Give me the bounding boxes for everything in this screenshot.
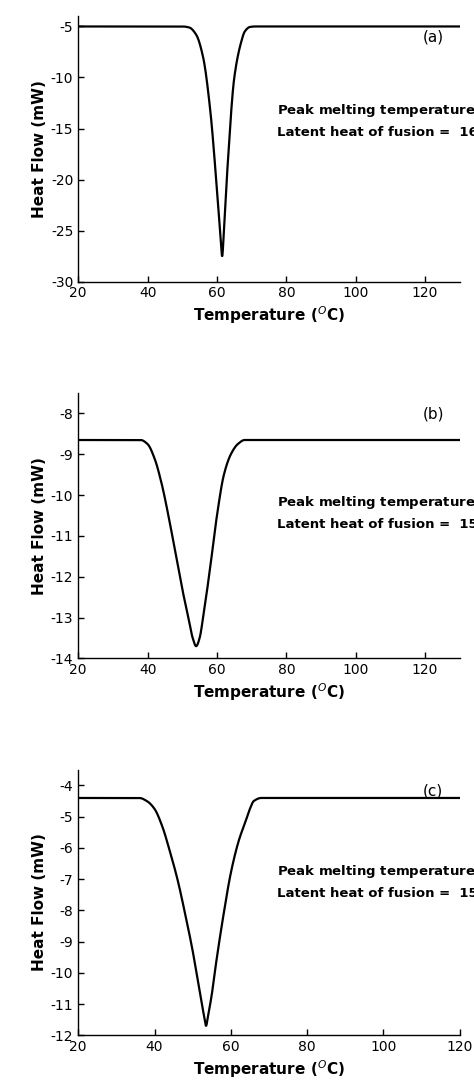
Text: (a): (a): [422, 29, 444, 44]
Text: (b): (b): [422, 406, 444, 422]
Text: Peak melting temperature = 53.5 $^O$C
Latent heat of fusion =  155 J/g: Peak melting temperature = 53.5 $^O$C La…: [277, 863, 474, 901]
Text: Peak melting temperature = 61.5 $^O$C
Latent heat of fusion =  161.5 J/g: Peak melting temperature = 61.5 $^O$C La…: [277, 101, 474, 139]
Text: (c): (c): [423, 783, 443, 798]
Text: Peak melting temperature = 54 $^O$C
Latent heat of fusion =  158 J/g: Peak melting temperature = 54 $^O$C Late…: [277, 494, 474, 531]
Y-axis label: Heat Flow (mW): Heat Flow (mW): [32, 456, 46, 595]
Y-axis label: Heat Flow (mW): Heat Flow (mW): [32, 834, 46, 971]
Y-axis label: Heat Flow (mW): Heat Flow (mW): [32, 80, 46, 218]
X-axis label: Temperature ($^O$C): Temperature ($^O$C): [193, 682, 345, 704]
X-axis label: Temperature ($^O$C): Temperature ($^O$C): [193, 1058, 345, 1080]
X-axis label: Temperature ($^O$C): Temperature ($^O$C): [193, 305, 345, 326]
